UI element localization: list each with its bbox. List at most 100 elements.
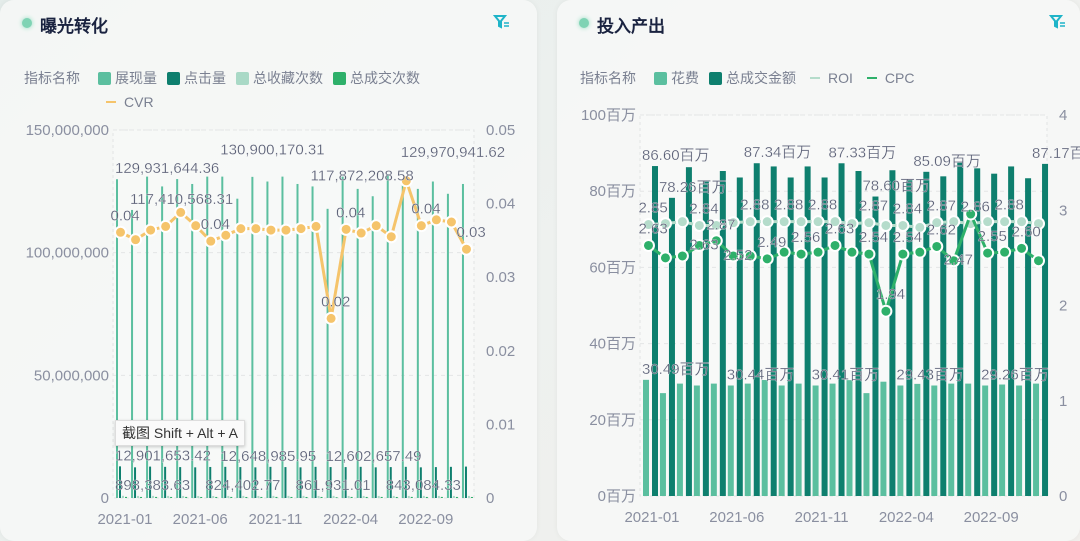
- legend-item-gmv[interactable]: 总成交金额: [709, 68, 796, 88]
- bar-点击量: [134, 467, 137, 498]
- point-CVR: [339, 222, 353, 236]
- legend-item-cpc[interactable]: CPC: [863, 68, 914, 88]
- bar-展现量: [416, 188, 419, 498]
- legend-swatch: [236, 71, 249, 85]
- point-CVR: [144, 223, 158, 237]
- y-left-tick-label: 0百万: [598, 488, 636, 505]
- bar-总收藏次数: [272, 495, 275, 498]
- point-CPC: [726, 249, 740, 263]
- title-dot-icon: [22, 18, 32, 28]
- data-label: 2.54: [859, 229, 888, 246]
- bar-总成交金额: [702, 180, 709, 496]
- legend-item-orders[interactable]: 总成交次数: [333, 68, 420, 88]
- data-label: 2.84: [689, 200, 718, 217]
- bar-花费: [795, 383, 802, 496]
- y-right-tick-label: 0.04: [486, 196, 515, 213]
- bar-花费: [659, 393, 666, 496]
- x-tick-label: 2022-04: [323, 511, 378, 528]
- bar-点击量: [434, 467, 437, 498]
- bar-总成交次数: [140, 496, 143, 498]
- point-CVR: [114, 225, 128, 239]
- data-label: 0.04: [411, 201, 440, 218]
- data-label: 87.33百万: [829, 144, 897, 161]
- data-label: 0.03: [456, 224, 485, 241]
- legend-item-favorites[interactable]: 总收藏次数: [236, 68, 323, 88]
- point-ROI: [692, 218, 706, 232]
- bar-总收藏次数: [152, 495, 155, 498]
- bar-花费: [710, 383, 717, 496]
- point-CVR: [159, 219, 173, 233]
- bar-花费: [880, 381, 887, 496]
- bar-总成交金额: [991, 173, 998, 496]
- y-left-tick-label: 50,000,000: [34, 367, 109, 384]
- point-CVR: [264, 223, 278, 237]
- bar-花费: [897, 385, 904, 496]
- point-ROI: [845, 217, 859, 231]
- bar-总成交金额: [923, 171, 930, 496]
- bar-点击量: [119, 466, 121, 498]
- bar-花费: [914, 383, 921, 496]
- bar-总收藏次数: [407, 495, 410, 498]
- bar-展现量: [191, 183, 194, 498]
- legend-label: 总收藏次数: [253, 70, 323, 86]
- bar-展现量: [311, 186, 314, 498]
- legend-swatch: [167, 71, 180, 85]
- point-CPC: [981, 246, 995, 260]
- bar-花费: [982, 385, 989, 496]
- bar-总收藏次数: [122, 495, 124, 498]
- point-CVR: [279, 223, 293, 237]
- point-CVR: [399, 174, 413, 188]
- bar-总成交次数: [440, 496, 443, 498]
- bar-总成交次数: [335, 497, 338, 498]
- bar-总收藏次数: [197, 495, 200, 498]
- bar-点击量: [179, 467, 182, 498]
- data-label: 87.34百万: [744, 144, 812, 161]
- bar-总成交次数: [200, 496, 203, 498]
- point-CVR: [444, 215, 458, 229]
- legend-item-roi[interactable]: ROI: [806, 68, 853, 88]
- data-label: 2.52: [723, 247, 752, 264]
- bar-花费: [727, 385, 734, 496]
- point-CVR: [354, 226, 368, 240]
- data-label: 2.88: [774, 197, 803, 214]
- bar-总成交金额: [957, 162, 964, 496]
- bar-点击量: [164, 466, 167, 498]
- bar-展现量: [146, 176, 149, 498]
- legend-item-clicks[interactable]: 点击量: [167, 68, 226, 88]
- data-label: 2.85: [638, 200, 667, 217]
- bar-总收藏次数: [392, 495, 395, 498]
- filter-list-icon[interactable]: [1049, 13, 1067, 31]
- bar-总收藏次数: [332, 495, 335, 498]
- legend-item-cvr[interactable]: CVR: [102, 94, 154, 110]
- bar-展现量: [266, 181, 269, 498]
- bar-花费: [761, 380, 768, 496]
- legend-item-cost[interactable]: 花费: [654, 68, 699, 88]
- title-dot-icon: [579, 18, 589, 28]
- legend-label: 总成交金额: [726, 70, 796, 86]
- x-tick-label: 2022-04: [879, 509, 934, 526]
- bar-总成交金额: [1008, 166, 1015, 496]
- bar-总收藏次数: [212, 495, 215, 498]
- bar-总收藏次数: [182, 495, 185, 498]
- y-left-tick-label: 60百万: [589, 259, 636, 276]
- data-label: 861,931.01: [296, 477, 371, 494]
- bar-总成交次数: [230, 496, 233, 498]
- legend-title: 指标名称: [24, 70, 80, 86]
- panel-title: 投入产出: [597, 17, 665, 36]
- panel-title: 曝光转化: [40, 17, 108, 36]
- bar-总收藏次数: [467, 495, 470, 498]
- y-left-tick-label: 80百万: [589, 183, 636, 200]
- bar-花费: [863, 393, 870, 496]
- data-label: 2.49: [757, 234, 786, 251]
- y-right-tick-label: 1: [1059, 393, 1067, 410]
- filter-list-icon[interactable]: [493, 13, 511, 31]
- data-label: 78.26百万: [659, 179, 727, 196]
- data-label: 129,970,941.62: [401, 144, 505, 161]
- legend-item-impressions[interactable]: 展现量: [98, 68, 157, 88]
- legend-line: [106, 101, 116, 103]
- point-CVR: [309, 219, 323, 233]
- point-CVR: [204, 234, 218, 248]
- y-right-tick-label: 0: [1059, 488, 1067, 505]
- data-label: 129,931,644.36: [115, 160, 219, 177]
- bar-总成交金额: [753, 163, 760, 496]
